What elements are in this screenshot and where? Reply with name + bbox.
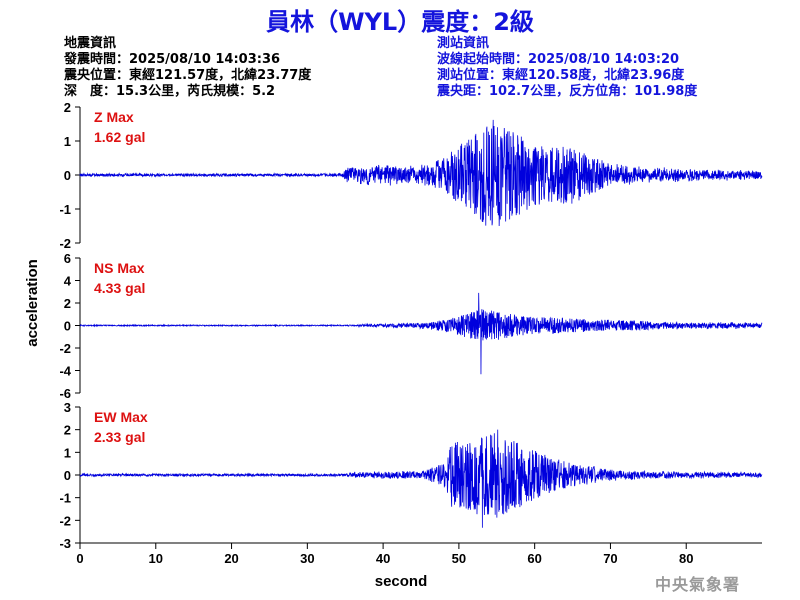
ew-y-tick-label: -1 — [59, 491, 71, 506]
page-title: 員林（WYL）震度：2級 — [266, 8, 534, 36]
z-y-tick-label: 2 — [64, 100, 71, 115]
ns-waveform — [79, 292, 763, 375]
ns-max-value: 4.33 gal — [94, 280, 145, 296]
ns-panel: -6 -4 -2 0 2 4 6 NS Max 4.33 gal — [59, 251, 763, 401]
ew-panel: -3 -2 -1 0 1 2 3 EW Max 2.33 gal — [59, 400, 763, 551]
x-tick-label: 0 — [76, 551, 83, 566]
ew-waveform — [79, 429, 763, 528]
x-tick-label: 20 — [224, 551, 238, 566]
quake-depth-magnitude: 深 度：15.3公里，芮氏規模：5.2 — [64, 84, 276, 99]
station-location: 測站位置：東經120.58度，北緯23.96度 — [437, 68, 685, 83]
ns-y-tick-label: -4 — [59, 364, 71, 379]
z-waveform — [79, 119, 763, 227]
z-y-tick-label: 1 — [64, 134, 71, 149]
quake-origin-time: 發震時間：2025/08/10 14:03:36 — [64, 52, 281, 67]
station-info: 測站資訊 波線起始時間：2025/08/10 14:03:20 測站位置：東經120… — [437, 36, 697, 100]
agency-watermark: 中央氣象署 — [655, 575, 741, 594]
x-tick-label: 40 — [376, 551, 390, 566]
ns-y-tick-label: 0 — [64, 319, 71, 334]
z-max-value: 1.62 gal — [94, 129, 145, 145]
ew-y-tick-label: 0 — [64, 468, 71, 483]
z-max-label: Z Max — [94, 109, 134, 125]
ew-y-tick-label: 3 — [64, 400, 71, 415]
ew-max-label: EW Max — [94, 409, 148, 425]
earthquake-info: 地震資訊 發震時間：2025/08/10 14:03:36 震央位置：東經121.5… — [64, 36, 311, 100]
epicentral-distance-azimuth: 震央距：102.7公里，反方位角：101.98度 — [437, 84, 698, 99]
ns-y-tick-label: 4 — [64, 274, 72, 289]
x-tick-label: 60 — [527, 551, 541, 566]
ns-y-tick-label: -2 — [59, 341, 71, 356]
x-tick-label: 30 — [300, 551, 314, 566]
ew-y-tick-label: -3 — [59, 536, 71, 551]
ew-y-tick-label: -2 — [59, 513, 71, 528]
x-tick-label: 70 — [603, 551, 617, 566]
quake-epicenter-location: 震央位置：東經121.57度，北緯23.77度 — [64, 68, 312, 83]
x-tick-label: 50 — [452, 551, 466, 566]
z-panel: -2 -1 0 1 2 Z Max 1.62 gal — [59, 100, 763, 251]
ew-y-tick-label: 1 — [64, 445, 71, 460]
ns-y-tick-label: 2 — [64, 296, 71, 311]
y-axis-label: acceleration — [24, 259, 41, 347]
ns-max-label: NS Max — [94, 260, 145, 276]
ns-y-tick-label: -6 — [59, 386, 71, 401]
x-tick-label: 10 — [149, 551, 163, 566]
z-y-tick-label: -2 — [59, 236, 71, 251]
ew-y-tick-label: 2 — [64, 423, 71, 438]
ns-y-tick-label: 6 — [64, 251, 71, 266]
station-info-heading: 測站資訊 — [437, 36, 490, 51]
x-tick-label: 80 — [679, 551, 693, 566]
ew-max-value: 2.33 gal — [94, 429, 145, 445]
z-y-tick-label: 0 — [64, 168, 71, 183]
waveform-start-time: 波線起始時間：2025/08/10 14:03:20 — [437, 52, 680, 67]
z-y-tick-label: -1 — [59, 202, 71, 217]
x-axis-label: second — [375, 573, 428, 590]
quake-info-heading: 地震資訊 — [64, 36, 117, 51]
